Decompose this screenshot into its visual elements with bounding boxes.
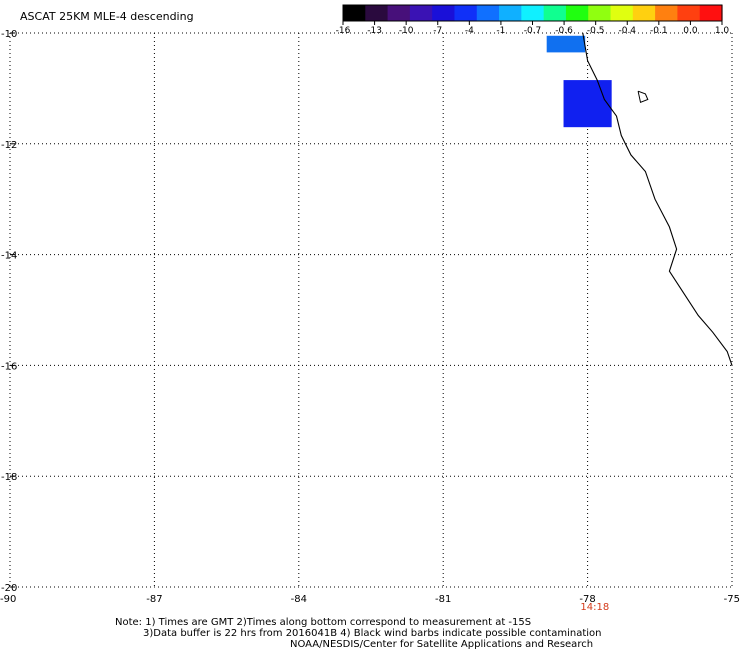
lon-tick-label: -84 [291,594,307,605]
colorbar-swatch [655,5,679,21]
measurement-cell [546,35,586,53]
lon-tick-label: -90 [0,594,16,605]
footnote-line-3: NOAA/NESDIS/Center for Satellite Applica… [290,639,593,650]
colorbar-swatch [387,5,411,21]
figure-title: ASCAT 25KM MLE-4 descending [20,10,194,23]
coastline [582,32,733,366]
colorbar-swatch [699,5,723,21]
colorbar-tick-label: -0.6 [555,26,573,36]
colorbar-swatch [588,5,612,21]
measurement-cell [563,80,612,128]
colorbar-tick-label: -7 [433,26,442,36]
axis-ticks: -10 -12 -14 -16 -18 -20-90 -87 -84 -81 -78 -75 [0,29,740,605]
colorbar-swatch [543,5,567,21]
colorbar-tick-label: 1.0 [715,26,730,36]
map-grid [9,32,733,588]
lat-tick-label: -10 [1,29,17,40]
colorbar-swatch [521,5,545,21]
lon-tick-label: -78 [579,594,595,605]
colorbar-tick-label: -13 [367,26,382,36]
lon-tick-label: -87 [146,594,162,605]
colorbar-swatch [610,5,634,21]
colorbar-swatch [454,5,478,21]
colorbar-swatch [365,5,389,21]
island-outline [637,90,649,103]
coastline-path [582,32,733,366]
colorbar-tick-label: -4 [465,26,474,36]
colorbar-swatch [343,5,366,21]
colorbar-tick-label: -0.4 [618,26,636,36]
colorbar-swatch [409,5,433,21]
measurement-cells [546,35,612,128]
colorbar-tick-label: -16 [336,26,351,36]
colorbar-swatch [499,5,522,21]
colorbar-swatch [565,5,589,21]
time-labels: 14:18 [580,602,609,613]
colorbar-tick-label: -0.1 [650,26,668,36]
colorbar-swatch [677,5,701,21]
lat-tick-label: -20 [1,583,17,594]
colorbar-tick-label: 0.0 [683,26,698,36]
footnote-line-2: 3)Data buffer is 22 hrs from 2016041B 4)… [143,628,601,639]
colorbar-tick-label: -0.5 [587,26,605,36]
lat-tick-label: -18 [1,472,17,483]
colorbar-tick-label: -10 [399,26,414,36]
footnote-line-1: Note: 1) Times are GMT 2)Times along bot… [115,617,531,628]
footnotes: Note: 1) Times are GMT 2)Times along bot… [115,617,601,650]
colorbar: -16 -13 -10 -7 -4 -1 -0.7 -0.6 -0.5 -0.4 -0.1 0.0 1.… [336,4,730,36]
lat-tick-label: -16 [1,361,17,372]
time-label: 14:18 [580,602,609,613]
colorbar-tick-label: -0.7 [524,26,542,36]
colorbar-swatch [476,5,500,21]
lon-tick-label: -75 [724,594,740,605]
colorbar-swatch [432,5,456,21]
lon-tick-label: -81 [435,594,451,605]
lat-tick-label: -12 [1,140,17,151]
colorbar-swatch [632,5,656,21]
colorbar-tick-label: -1 [496,26,505,36]
lat-tick-label: -14 [1,251,17,262]
